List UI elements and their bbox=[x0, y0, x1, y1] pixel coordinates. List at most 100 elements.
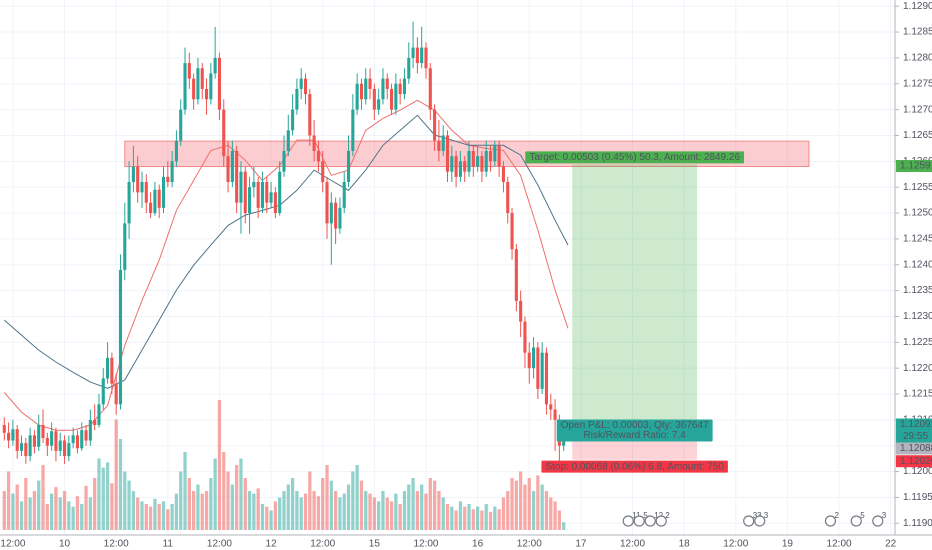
candle-body bbox=[243, 171, 247, 214]
event-label: 11 bbox=[632, 511, 641, 520]
candle-body bbox=[411, 47, 415, 58]
candle-body bbox=[15, 429, 19, 451]
x-tick-label: 11 bbox=[163, 539, 174, 550]
candle-body bbox=[445, 135, 450, 172]
volume-bar bbox=[179, 471, 183, 530]
volume-bar bbox=[80, 504, 84, 530]
candle-body bbox=[428, 68, 432, 110]
candle-body bbox=[140, 182, 144, 193]
volume-bar bbox=[58, 497, 62, 530]
volume-bar bbox=[144, 504, 148, 530]
candle-body bbox=[338, 207, 342, 229]
event-label: 3 bbox=[882, 511, 887, 520]
candle-body bbox=[342, 182, 346, 208]
volume-bar bbox=[450, 506, 454, 530]
candle-body bbox=[454, 156, 458, 177]
candle-body bbox=[437, 140, 441, 151]
volume-bar bbox=[209, 478, 213, 530]
candle-body bbox=[37, 425, 41, 447]
volume-bar bbox=[381, 491, 385, 530]
volume-bar bbox=[127, 480, 131, 530]
candle-body bbox=[381, 78, 385, 100]
volume-bar bbox=[346, 484, 351, 530]
volume-bar bbox=[342, 493, 346, 530]
volume-bar bbox=[183, 452, 187, 530]
target-label-box bbox=[525, 151, 745, 164]
volume-bar bbox=[153, 498, 157, 530]
candle-body bbox=[75, 435, 80, 449]
volume-bar bbox=[372, 497, 376, 530]
volume-bar bbox=[19, 501, 24, 530]
x-tick-label: 12:00 bbox=[723, 539, 748, 550]
candle-body bbox=[200, 68, 204, 89]
volume-bar bbox=[278, 497, 282, 530]
target-area bbox=[572, 164, 698, 425]
candle-body bbox=[144, 182, 148, 203]
volume-bar bbox=[93, 478, 97, 530]
y-tick-label: 1.12700 bbox=[903, 104, 932, 115]
y-tick-label: 1.12000 bbox=[903, 466, 932, 477]
candle-body bbox=[480, 156, 484, 172]
candle-body bbox=[93, 419, 97, 426]
volume-bar bbox=[118, 439, 123, 530]
volume-bar bbox=[325, 465, 329, 530]
candle-body bbox=[316, 150, 320, 162]
volume-bar bbox=[359, 480, 364, 530]
x-tick-label: 12:00 bbox=[620, 539, 645, 550]
candle-body bbox=[519, 300, 523, 322]
candle-body bbox=[41, 425, 45, 438]
volume-bar bbox=[269, 510, 273, 530]
x-tick-label: 12:00 bbox=[827, 539, 852, 550]
volume-bar bbox=[364, 491, 368, 530]
volume-bar bbox=[389, 501, 394, 530]
y-tick-label: 1.12750 bbox=[903, 78, 932, 89]
candle-body bbox=[450, 156, 454, 172]
event-icon bbox=[850, 515, 862, 527]
candle-body bbox=[265, 182, 269, 203]
candle-body bbox=[544, 352, 549, 405]
volume-bar bbox=[536, 475, 540, 530]
volume-bar bbox=[519, 471, 523, 530]
candle-body bbox=[278, 171, 282, 214]
y-tick-label: 1.12300 bbox=[903, 311, 932, 322]
candle-body bbox=[415, 47, 419, 64]
candle-body bbox=[45, 437, 49, 446]
candle-body bbox=[476, 156, 480, 167]
candle-body bbox=[248, 187, 252, 214]
candle-body bbox=[67, 443, 71, 457]
volume-bar bbox=[131, 491, 136, 530]
event-label: 5 bbox=[643, 511, 648, 520]
candle-body bbox=[256, 182, 260, 208]
candle-body bbox=[540, 352, 544, 389]
event-label: 2 bbox=[834, 511, 839, 520]
candle-body bbox=[385, 78, 389, 89]
candle-body bbox=[97, 404, 101, 426]
volume-bar bbox=[213, 458, 217, 530]
volume-bar bbox=[75, 496, 80, 530]
volume-bar bbox=[488, 511, 493, 530]
volume-bar bbox=[161, 501, 166, 530]
candle-body bbox=[161, 176, 166, 208]
volume-bar bbox=[273, 501, 278, 530]
candle-body bbox=[187, 63, 191, 79]
candle-body bbox=[299, 78, 303, 89]
candle-body bbox=[239, 171, 243, 203]
volume-bar bbox=[385, 497, 389, 530]
candle-body bbox=[536, 347, 540, 389]
volume-bar bbox=[527, 478, 531, 530]
volume-bar bbox=[312, 491, 316, 530]
volume-bar bbox=[136, 497, 140, 530]
candle-body bbox=[325, 182, 329, 224]
candle-body bbox=[364, 78, 368, 100]
volume-bar bbox=[415, 491, 420, 530]
candle-body bbox=[471, 150, 475, 167]
candle-body bbox=[377, 99, 381, 110]
volume-bar bbox=[45, 504, 49, 530]
candle-body bbox=[394, 83, 398, 110]
candle-body bbox=[226, 156, 230, 183]
pnl-label: Open P&L: 0.00003, Qty: 367647 bbox=[561, 420, 709, 431]
candle-body bbox=[174, 140, 178, 162]
volume-bar bbox=[308, 471, 312, 530]
x-tick-label: 12:00 bbox=[104, 539, 129, 550]
event-icon bbox=[824, 515, 837, 527]
